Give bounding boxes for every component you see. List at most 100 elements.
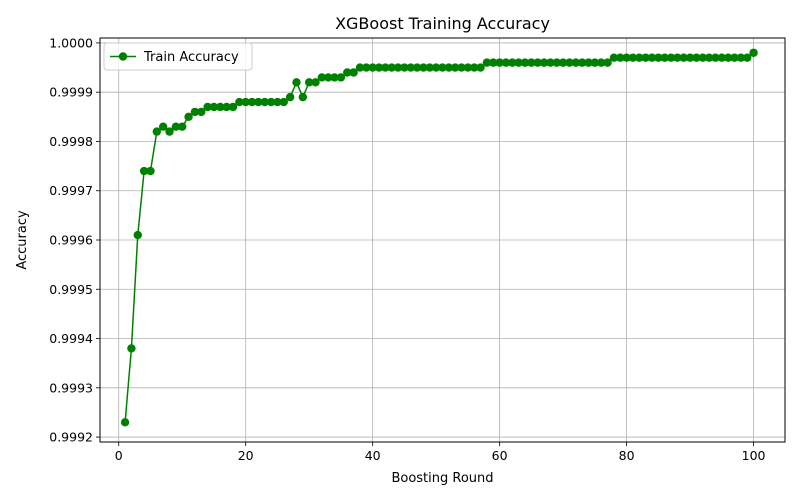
y-tick-label: 0.9992 [49,430,93,445]
data-point [539,58,549,67]
chart-title: XGBoost Training Accuracy [335,14,550,33]
y-tick-label: 0.9993 [49,380,93,395]
grid [100,38,785,442]
data-point [470,63,479,72]
data-point [546,58,555,67]
data-point [133,230,142,240]
data-point [730,53,739,62]
data-point [209,102,219,112]
data-point [304,78,314,87]
data-point [622,53,631,62]
data-point [146,166,155,176]
data-point [241,97,250,107]
legend-box [103,42,253,71]
data-point [628,53,638,62]
data-point [324,73,333,82]
data-point [698,53,707,62]
data-point [197,107,206,117]
data-point [152,127,162,136]
data-point [520,58,530,67]
data-point [120,418,130,427]
data-point [425,63,434,72]
data-point [203,102,212,112]
data-point [457,63,466,72]
data-point [533,58,542,67]
data-point [597,58,606,67]
legend-label: Train Accuracy [143,50,239,65]
data-point [717,53,727,62]
x-tick-label: 20 [238,448,254,463]
x-axis-title: Boosting Round [391,471,493,486]
data-point [647,53,657,62]
data-point [692,53,701,62]
data-point [279,97,288,107]
y-tick-label: 0.9996 [49,233,93,248]
data-point [679,53,688,62]
y-tick-label: 0.9999 [49,85,93,100]
data-point [444,63,454,72]
data-point [723,53,733,62]
data-point [336,73,346,82]
data-point [222,102,231,112]
data-point [552,58,561,67]
data-point [590,58,600,67]
data-point [343,68,352,77]
data-point [438,63,447,72]
data-point [558,58,568,67]
series-layer [120,48,758,427]
y-tick-label: 1.0000 [49,35,93,50]
data-point [508,58,517,67]
data-point [749,48,758,57]
data-point [158,122,168,131]
x-tick-label: 100 [742,448,766,463]
data-point [463,63,473,72]
data-point [247,97,257,107]
data-point [374,63,384,72]
data-point [514,58,523,67]
data-point [565,58,574,67]
legend: Train Accuracy [103,42,253,71]
data-point [254,97,263,107]
x-tick-label: 0 [115,448,123,463]
data-point [393,63,403,72]
data-point [216,102,225,112]
data-point [273,97,282,107]
data-point [387,63,396,72]
data-point [660,53,669,62]
data-point [482,58,492,67]
data-point [654,53,663,62]
data-point [609,53,619,62]
data-point [330,73,339,82]
data-point [711,53,720,62]
data-point [400,63,409,72]
x-tick-label: 60 [492,448,508,463]
data-point [431,63,441,72]
y-tick-label: 0.9998 [49,134,93,149]
y-tick-label: 0.9994 [49,331,93,346]
data-point [228,102,238,112]
data-point [501,58,511,67]
y-axis-ticks: 0.9992 0.9993 0.9994 0.9995 0.9996 0.9997 0.99… [49,35,100,445]
data-point [317,73,327,82]
data-point [577,58,587,67]
data-point [298,92,308,102]
data-point [311,78,320,87]
data-point [704,53,714,62]
data-point [362,63,371,72]
x-axis-ticks: 0 20 40 60 80 100 [115,442,766,463]
data-point [412,63,422,72]
data-point [489,58,498,67]
data-point [127,344,136,353]
data-point [184,112,193,122]
data-point [260,97,269,107]
data-point [736,53,746,62]
data-point [139,166,149,176]
data-point [171,122,181,131]
x-tick-label: 80 [619,448,635,463]
data-point [635,53,644,62]
data-point [571,58,581,67]
data-point [349,68,358,77]
data-point [355,63,365,72]
